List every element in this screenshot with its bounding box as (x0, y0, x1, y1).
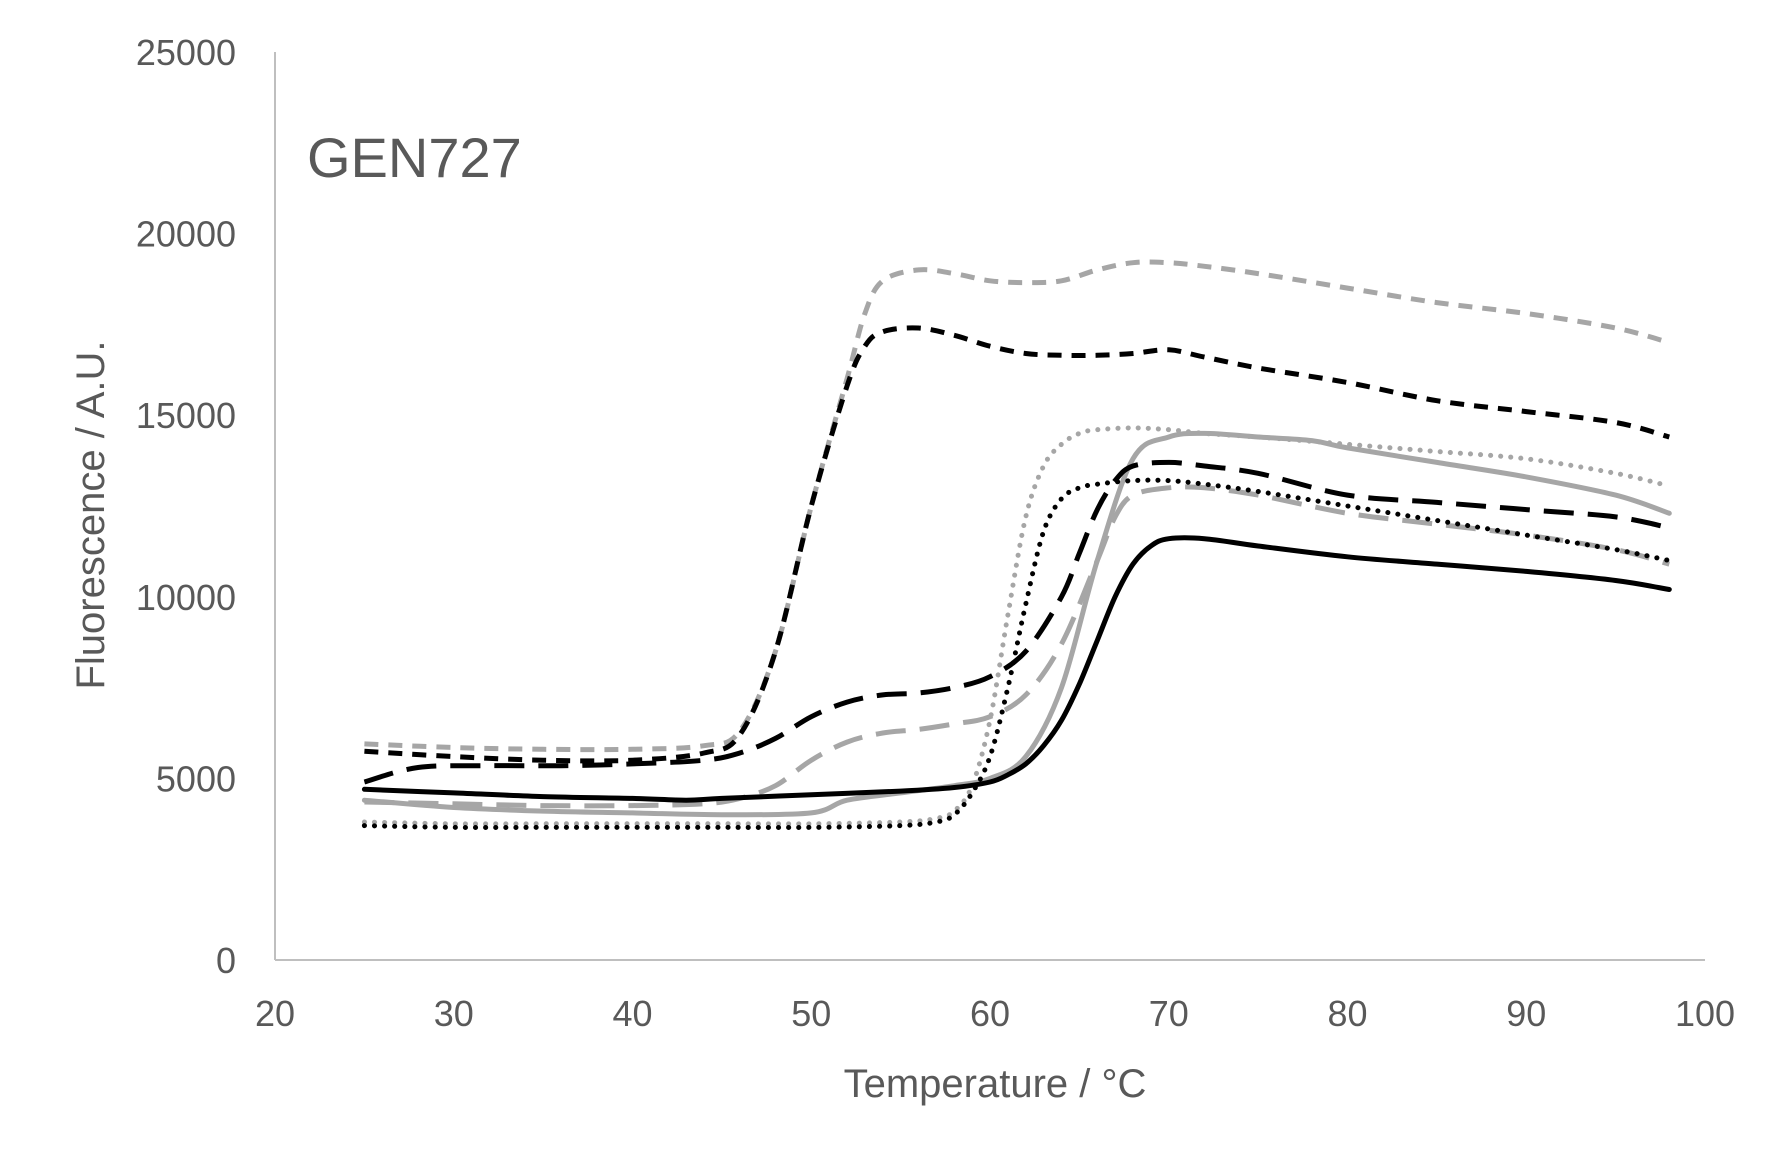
y-tick-label: 5000 (156, 758, 236, 799)
x-tick-label: 40 (612, 993, 652, 1034)
x-tick-label: 70 (1149, 993, 1189, 1034)
series-line-6 (364, 484, 1670, 809)
y-axis-label: Fluorescence / A.U. (69, 340, 113, 689)
series-line-1 (364, 259, 1670, 753)
axes: 0 5000 10000 15000 20000 25000 20 30 40 50 60 70 80 9… (136, 32, 1735, 1034)
series-lines (361, 259, 1672, 831)
x-axis-label: Temperature / °C (844, 1062, 1147, 1106)
x-tick-label: 60 (970, 993, 1010, 1034)
y-tick-label: 25000 (136, 32, 236, 73)
y-tick-label: 15000 (136, 395, 236, 436)
x-tick-label: 50 (791, 993, 831, 1034)
series-line-3 (361, 425, 1672, 827)
chart-title: GEN727 (307, 126, 522, 189)
series-line-8 (361, 535, 1672, 803)
series-line-4 (361, 430, 1672, 818)
series-line-7 (361, 477, 1672, 831)
y-tick-label: 0 (216, 940, 236, 981)
y-tick-label: 10000 (136, 577, 236, 618)
series-line-5 (363, 459, 1670, 785)
x-tick-label: 90 (1506, 993, 1546, 1034)
series-line-2 (364, 325, 1670, 764)
chart-labels: GEN727 Temperature / °C Fluorescence / A… (69, 126, 1146, 1106)
y-tick-label: 20000 (136, 214, 236, 255)
x-tick-label: 30 (434, 993, 474, 1034)
x-tick-label: 20 (255, 993, 295, 1034)
x-tick-label: 80 (1327, 993, 1367, 1034)
x-tick-label: 100 (1675, 993, 1735, 1034)
